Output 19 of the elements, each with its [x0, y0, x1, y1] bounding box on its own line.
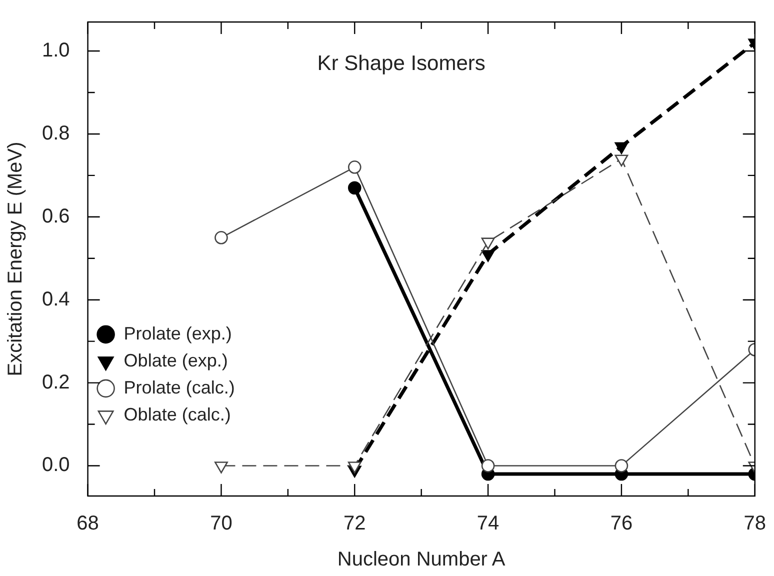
- text: Kr Shape Isomers: [317, 52, 486, 75]
- x-tick-label: 72: [344, 512, 366, 535]
- x-tick-label: 68: [76, 512, 99, 535]
- x-tick-label: 78: [744, 512, 766, 535]
- y-axis-title: Excitation Energy E (MeV): [4, 142, 27, 376]
- x-tick-label: 74: [476, 512, 500, 535]
- y-tick-label: 1.0: [42, 40, 70, 62]
- y-tick-label: 0.2: [42, 371, 70, 394]
- x-tick-label: 70: [210, 512, 232, 535]
- legend-label: Prolate (calc.): [124, 377, 235, 398]
- legend-label: Oblate (exp.): [124, 350, 228, 370]
- y-tick-label: 0.6: [42, 205, 70, 228]
- y-tick-label: 0.8: [42, 122, 70, 144]
- x-tick-label: 76: [610, 512, 633, 535]
- legend-label: Prolate (exp.): [124, 323, 232, 344]
- x-axis-title: Nucleon Number A: [337, 548, 506, 571]
- y-tick-label: 0.0: [42, 454, 70, 476]
- y-tick-label: 0.4: [42, 288, 70, 310]
- legend-label: Oblate (calc.): [124, 404, 231, 424]
